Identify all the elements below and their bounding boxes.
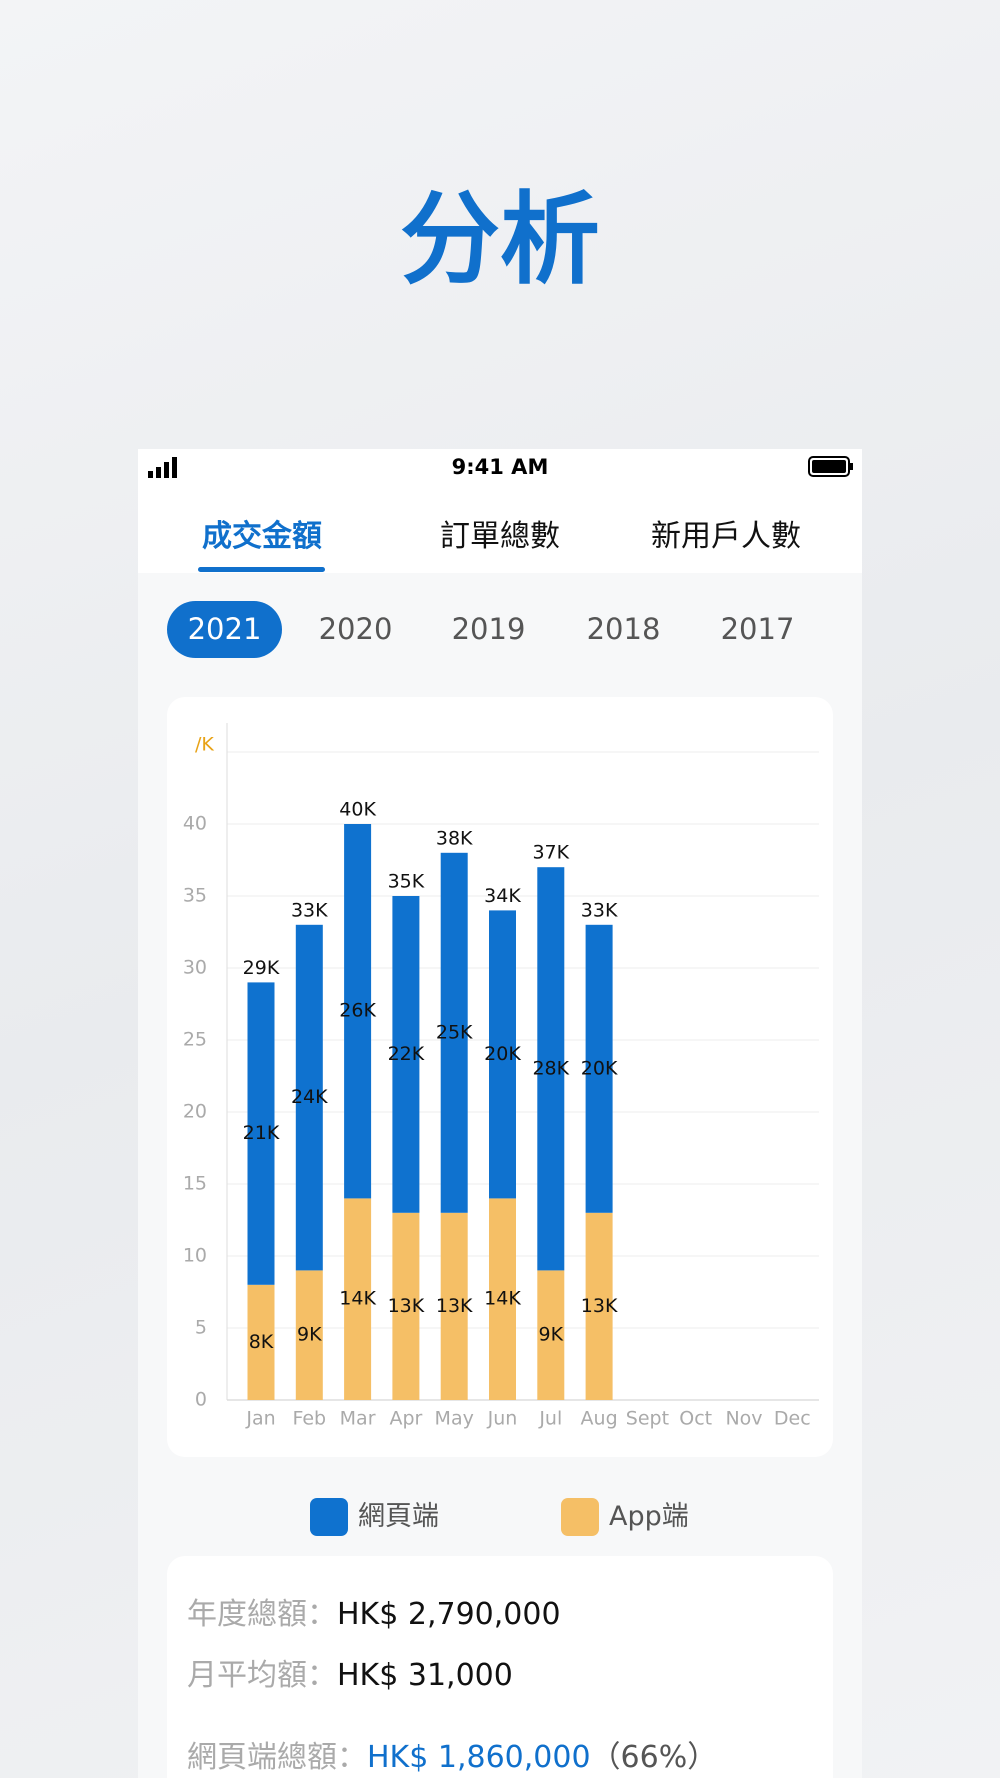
total-label: 35K [388,871,425,893]
segment-label: 22K [388,1043,425,1065]
total-label: 37K [532,842,569,864]
bar-segment [585,924,613,1213]
year-pill[interactable]: 2021 [167,601,282,658]
bar-segment [295,1270,323,1400]
tab[interactable]: 成交金額 [202,519,322,554]
segment-label: 8K [249,1331,274,1353]
year-pill[interactable]: 2018 [586,612,661,646]
y-tick-label: 20 [183,1101,207,1123]
y-tick-label: 5 [195,1317,207,1339]
segment-label: 21K [243,1122,280,1144]
phone-screen: 9:41 AM 成交金額 訂單總數 新用戶人數 2021 2020 2019 2… [138,449,862,1778]
x-tick-label: May [435,1408,474,1430]
segment-label: 26K [339,1000,376,1022]
year-pill[interactable]: 2017 [720,612,795,646]
battery-icon [808,456,853,477]
y-tick-label: 15 [183,1173,207,1195]
top-bar: 9:41 AM 成交金額 訂單總數 新用戶人數 [138,449,862,573]
bar-segment [344,1198,372,1400]
legend-item: App端 [561,1498,689,1536]
year-pill[interactable]: 2020 [318,612,393,646]
x-tick-label: Mar [340,1408,376,1430]
x-tick-label: Sept [626,1408,669,1430]
segment-label: 9K [297,1324,322,1346]
bar-segment [392,1212,420,1400]
summary-line: 網頁端總額：HK$ 1,860,000（66%） [187,1732,717,1776]
y-unit: /K [195,734,214,756]
legend-swatch [561,1498,599,1536]
legend-item: 網頁端 [310,1498,439,1536]
y-tick-label: 40 [183,813,207,835]
bar-segment [440,852,468,1213]
summary-label: 年度總額： [187,1597,337,1632]
segment-label: 24K [291,1086,328,1108]
summary-line: 年度總額：HK$ 2,790,000 [187,1589,561,1633]
segment-label: 13K [388,1295,425,1317]
summary-label: 網頁端總額： [187,1740,367,1775]
year-pill[interactable]: 2019 [451,612,526,646]
chart: /K 0 5 10 15 20 25 30 35 40 Jan 8K 21K 29K Feb 9K 24K 33… [183,723,819,1430]
segment-label: 14K [484,1288,521,1310]
bar-segment [247,982,275,1285]
summary-note: （66%） [590,1740,718,1775]
x-tick-label: Feb [292,1408,326,1430]
x-tick-label: Jul [538,1408,562,1430]
summary-value: HK$ 31,000 [337,1658,513,1693]
total-label: 33K [581,899,618,921]
bar-segment [537,1270,565,1400]
x-tick-label: Dec [774,1408,811,1430]
bar-segment [489,910,516,1199]
bar-segment [440,1212,468,1400]
bar-segment [537,867,565,1271]
summary-value: HK$ 1,860,000 [367,1740,591,1775]
x-tick-label: Jan [245,1408,275,1430]
summary-line: 月平均額：HK$ 31,000 [187,1650,513,1694]
total-label: 34K [484,885,521,907]
chart-card: /K 0 5 10 15 20 25 30 35 40 Jan 8K 21K 29K Feb 9K 24K 33… [167,697,833,1457]
y-tick-label: 35 [183,885,207,907]
y-tick-label: 25 [183,1029,207,1051]
bar-segment [247,1284,275,1400]
x-tick-label: Oct [679,1408,712,1430]
bar-segment [295,924,323,1271]
segment-label: 28K [532,1057,569,1079]
status-time: 9:41 AM [451,455,549,479]
tab[interactable]: 訂單總數 [440,519,560,554]
page-title: 分析 [400,181,600,298]
bar-segment [489,1198,516,1400]
bar-segment [392,896,420,1213]
signal-icon [148,457,177,478]
legend-label: App端 [609,1501,689,1532]
segment-label: 9K [539,1324,564,1346]
legend-swatch [310,1498,348,1536]
x-tick-label: Aug [581,1408,618,1430]
segment-label: 20K [581,1057,618,1079]
segment-label: 13K [436,1295,473,1317]
tab[interactable]: 新用戶人數 [651,519,801,554]
total-label: 29K [243,957,280,979]
segment-label: 14K [339,1288,376,1310]
summary-card: 年度總額：HK$ 2,790,000 月平均額：HK$ 31,000 網頁端總額… [167,1556,833,1778]
total-label: 38K [436,827,473,849]
y-tick-label: 10 [183,1245,207,1267]
tab-underline [198,567,325,572]
bar-segment [585,1212,613,1400]
x-tick-label: Nov [725,1408,762,1430]
y-tick-label: 0 [195,1389,207,1411]
total-label: 40K [339,799,376,821]
total-label: 33K [291,899,328,921]
bar-segment [344,824,372,1199]
segment-label: 20K [484,1043,521,1065]
summary-label: 月平均額： [187,1658,337,1693]
y-tick-label: 30 [183,957,207,979]
segment-label: 25K [436,1021,473,1043]
x-tick-label: Jun [487,1408,518,1430]
summary-value: HK$ 2,790,000 [337,1597,561,1632]
segment-label: 13K [581,1295,618,1317]
x-tick-label: Apr [389,1408,422,1430]
legend-label: 網頁端 [358,1501,439,1532]
